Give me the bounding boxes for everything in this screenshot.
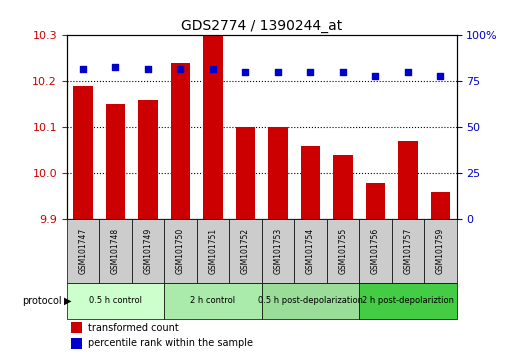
Text: 0.5 h control: 0.5 h control — [89, 296, 142, 306]
Bar — [164, 219, 196, 283]
Text: GSM101747: GSM101747 — [78, 228, 87, 274]
Bar — [106, 104, 125, 219]
Bar — [171, 63, 190, 219]
Point — [436, 73, 444, 79]
Bar — [398, 141, 418, 219]
Text: GSM101755: GSM101755 — [339, 228, 347, 274]
Point — [404, 69, 412, 75]
Bar — [164, 283, 262, 319]
Bar — [391, 219, 424, 283]
Bar — [132, 219, 164, 283]
Text: GSM101750: GSM101750 — [176, 228, 185, 274]
Bar — [138, 100, 157, 219]
Text: percentile rank within the sample: percentile rank within the sample — [88, 338, 253, 348]
Title: GDS2774 / 1390244_at: GDS2774 / 1390244_at — [181, 19, 342, 33]
Bar — [262, 283, 359, 319]
Text: transformed count: transformed count — [88, 322, 179, 332]
Point — [241, 69, 249, 75]
Bar — [196, 219, 229, 283]
Text: GSM101749: GSM101749 — [144, 228, 152, 274]
Point — [111, 64, 120, 69]
Bar — [327, 219, 359, 283]
Bar — [430, 192, 450, 219]
Bar — [67, 219, 99, 283]
Bar — [235, 127, 255, 219]
Text: GSM101753: GSM101753 — [273, 228, 282, 274]
Bar — [359, 283, 457, 319]
Text: 2 h control: 2 h control — [190, 296, 235, 306]
Bar — [359, 219, 391, 283]
Text: GSM101751: GSM101751 — [208, 228, 218, 274]
Bar — [301, 146, 320, 219]
Bar — [71, 338, 82, 349]
Bar — [424, 219, 457, 283]
Point — [339, 69, 347, 75]
Text: GSM101752: GSM101752 — [241, 228, 250, 274]
Point — [371, 73, 380, 79]
Text: 2 h post-depolariztion: 2 h post-depolariztion — [362, 296, 454, 306]
Point — [209, 66, 217, 72]
Text: protocol: protocol — [22, 296, 62, 306]
Text: 0.5 h post-depolarization: 0.5 h post-depolarization — [258, 296, 363, 306]
Point — [274, 69, 282, 75]
Bar — [99, 219, 132, 283]
Text: GSM101759: GSM101759 — [436, 228, 445, 274]
Bar — [73, 86, 93, 219]
Bar — [366, 183, 385, 219]
Text: GSM101754: GSM101754 — [306, 228, 315, 274]
Bar — [262, 219, 294, 283]
Bar — [229, 219, 262, 283]
Bar — [203, 35, 223, 219]
Bar — [333, 155, 352, 219]
Point — [79, 66, 87, 72]
Text: GSM101756: GSM101756 — [371, 228, 380, 274]
Bar — [71, 322, 82, 333]
Point — [144, 66, 152, 72]
Text: ▶: ▶ — [64, 296, 72, 306]
Bar — [294, 219, 327, 283]
Text: GSM101757: GSM101757 — [403, 228, 412, 274]
Text: GSM101748: GSM101748 — [111, 228, 120, 274]
Bar — [67, 283, 164, 319]
Point — [176, 66, 185, 72]
Bar — [268, 127, 288, 219]
Point — [306, 69, 314, 75]
